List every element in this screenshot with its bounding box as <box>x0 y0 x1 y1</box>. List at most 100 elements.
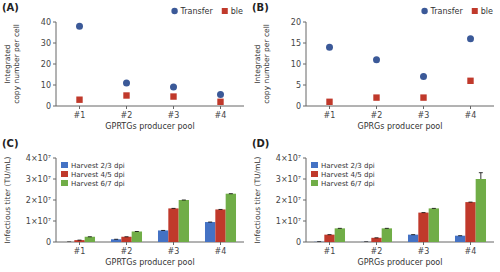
y-tick-label: 4×10⁷ <box>276 154 301 163</box>
error-cap <box>67 242 71 243</box>
y-tick-label: 10 <box>291 60 301 69</box>
legend-label: Harvest 2/3 dpi <box>321 162 375 170</box>
bar <box>361 241 371 242</box>
bar <box>382 228 392 242</box>
y-axis-label-line: Infectious titer (TU/mL) <box>3 156 12 243</box>
bar <box>429 208 439 242</box>
x-tick-label: #2 <box>371 247 383 256</box>
point <box>123 92 129 98</box>
marks <box>76 23 224 105</box>
error-cap <box>375 237 379 238</box>
error-cap <box>88 236 92 237</box>
y-tick-label: 0 <box>296 102 301 111</box>
legend-swatch <box>311 171 318 177</box>
error-bar <box>114 239 118 240</box>
legend-label: Harvest 2/3 dpi <box>71 162 125 170</box>
y-tick-label: 3×10⁷ <box>26 175 51 184</box>
error-bar <box>317 241 321 242</box>
y-tick-label: 2×10⁷ <box>26 196 51 205</box>
legend-label: ble <box>481 7 493 16</box>
x-tick-label: #2 <box>121 247 133 256</box>
x-tick-label: #1 <box>324 111 336 120</box>
bar <box>215 209 225 242</box>
y-axis-line <box>306 22 307 106</box>
bar <box>476 179 486 242</box>
x-axis-label: GPRTGs producer pool <box>105 258 194 267</box>
y-tick-label: 2×10⁷ <box>276 196 301 205</box>
legend-marker <box>222 8 228 14</box>
point <box>217 91 224 98</box>
point <box>217 99 223 105</box>
point <box>420 73 427 80</box>
x-axis-label: GPRTGs producer pool <box>105 122 194 131</box>
error-bar <box>161 230 165 231</box>
legend-swatch <box>61 162 68 168</box>
x-axis-label: GPRGs producer pool <box>358 258 443 267</box>
error-cap <box>479 172 483 173</box>
error-line <box>480 173 481 179</box>
error-cap <box>161 230 165 231</box>
y-axis-label: Infectious titer (TU/mL) <box>253 156 262 243</box>
y-tick-label: 1×10⁷ <box>26 217 51 226</box>
error-bar <box>328 234 332 235</box>
figure: (A)Integratedcopy number per cellGPRTGs … <box>0 0 500 272</box>
point <box>76 23 83 30</box>
y-axis-label-line: copy number per cell <box>262 24 271 104</box>
y-tick-label: 1×10⁷ <box>276 217 301 226</box>
y-tick-label: 0 <box>46 102 51 111</box>
marks <box>67 194 236 242</box>
legend-label: Harvest 4/5 dpi <box>321 171 375 179</box>
y-axis-line <box>56 22 57 106</box>
x-tick-label: #1 <box>324 247 336 256</box>
legend-swatch <box>61 180 68 186</box>
legend: Harvest 2/3 dpiHarvest 4/5 dpiHarvest 6/… <box>61 162 125 188</box>
error-cap <box>317 241 321 242</box>
legend-swatch <box>311 180 318 186</box>
error-cap <box>338 228 342 229</box>
y-tick-label: 10 <box>41 81 51 90</box>
legend: Transfer ble <box>421 7 493 16</box>
bar <box>64 242 74 243</box>
y-tick-label: 3×10⁷ <box>276 175 301 184</box>
panel: (B) Integratedcopy number per cell GPRGs p… <box>252 2 494 131</box>
panel-label: (B) <box>252 2 269 13</box>
error-bar <box>432 208 436 209</box>
marks <box>314 173 486 242</box>
error-bar <box>338 228 342 229</box>
bar <box>465 202 475 242</box>
marks <box>326 35 474 105</box>
y-tick-label: 15 <box>291 39 301 48</box>
error-cap <box>182 200 186 201</box>
legend-swatch <box>311 162 318 168</box>
y-tick-label: 30 <box>41 39 51 48</box>
error-bar <box>182 200 186 201</box>
legend-label: Transfer <box>430 7 464 16</box>
x-tick-label: #3 <box>418 247 430 256</box>
y-tick-label: 4×10⁷ <box>26 154 51 163</box>
error-cap <box>135 231 139 232</box>
error-cap <box>208 222 212 223</box>
point <box>326 99 332 105</box>
x-tick-label: #3 <box>168 247 180 256</box>
error-bar <box>458 235 462 236</box>
error-cap <box>432 208 436 209</box>
point <box>76 97 82 103</box>
error-bar <box>375 237 379 238</box>
error-cap <box>411 234 415 235</box>
x-tick-label: #4 <box>465 247 477 256</box>
error-bar <box>411 234 415 235</box>
panel-label: (C) <box>2 138 18 149</box>
error-cap <box>328 234 332 235</box>
x-axis-label: GPRGs producer pool <box>358 122 443 131</box>
legend-label: Harvest 6/7 dpi <box>71 180 125 188</box>
bar <box>418 213 428 242</box>
point <box>170 93 176 99</box>
point <box>373 56 380 63</box>
error-bar <box>422 212 426 213</box>
point <box>373 94 379 100</box>
y-axis-label: Integratedcopy number per cell <box>253 24 271 104</box>
error-bar <box>88 236 92 237</box>
error-cap <box>469 202 473 203</box>
y-axis-label-line: Integrated <box>3 44 12 84</box>
bar <box>168 208 178 242</box>
